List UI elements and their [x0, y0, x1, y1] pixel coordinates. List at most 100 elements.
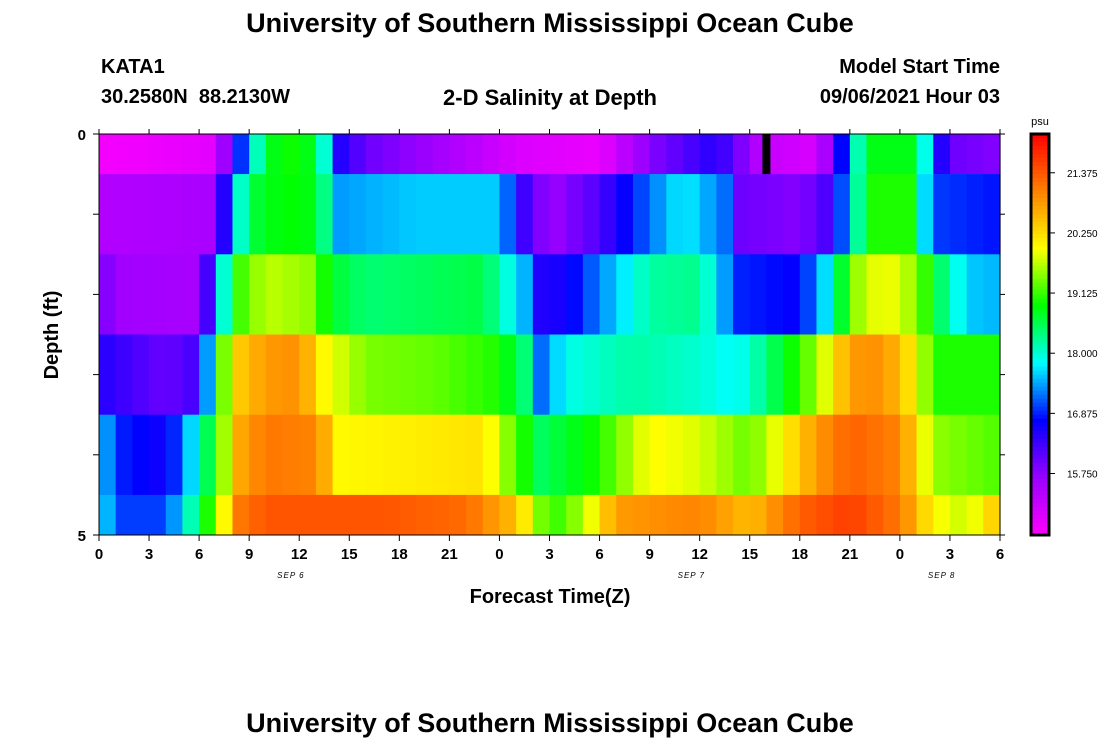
heatmap-cell — [232, 254, 250, 335]
heatmap-cell — [382, 174, 400, 255]
heatmap-cell — [332, 174, 350, 255]
heatmap-cell — [532, 494, 551, 536]
heatmap-cell — [632, 134, 651, 175]
colorbar-segment — [1031, 378, 1049, 384]
heatmap-cell — [866, 134, 884, 175]
heatmap-cells — [99, 134, 1001, 536]
heatmap-cell — [616, 254, 634, 335]
x-tick-label: 18 — [391, 546, 408, 563]
heatmap-cell — [616, 134, 634, 175]
heatmap-cell — [949, 254, 968, 335]
heatmap-cell — [132, 494, 150, 536]
colorbar-segment — [1031, 430, 1049, 436]
heatmap-cell — [549, 494, 567, 536]
colorbar-segment — [1031, 350, 1049, 356]
current-time-marker — [762, 134, 771, 175]
heatmap-cell — [349, 334, 367, 415]
heatmap-cell — [649, 134, 667, 175]
heatmap-cell — [699, 174, 717, 255]
heatmap-cell — [699, 494, 717, 536]
heatmap-cell — [849, 334, 868, 415]
heatmap-cell — [532, 174, 551, 255]
heatmap-cell — [849, 134, 868, 175]
heatmap-cell — [783, 174, 801, 255]
colorbar-segment — [1031, 150, 1049, 155]
heatmap-cell — [449, 414, 467, 496]
colorbar-segment — [1031, 438, 1049, 444]
heatmap-cell — [682, 494, 701, 536]
heatmap-cell — [432, 174, 450, 255]
heatmap-cell — [215, 174, 234, 255]
heatmap-cell — [265, 254, 284, 335]
heatmap-cell — [349, 134, 367, 175]
colorbar-segment — [1031, 454, 1049, 460]
heatmap-cell — [432, 334, 450, 415]
heatmap-cell — [199, 494, 217, 536]
y-tick-label: 5 — [78, 528, 86, 545]
colorbar-segment — [1031, 258, 1049, 263]
colorbar-segment — [1031, 242, 1049, 247]
heatmap-cell — [466, 334, 484, 415]
colorbar-segment — [1031, 450, 1049, 456]
colorbar-tick-label: 18.000 — [1067, 349, 1098, 360]
heatmap-cell — [833, 174, 851, 255]
heatmap-cell — [816, 334, 834, 415]
heatmap-cell — [599, 414, 617, 496]
colorbar-segment — [1031, 206, 1049, 211]
colorbar-segment — [1031, 138, 1049, 143]
day-label: SEP 6 — [277, 571, 304, 580]
heatmap-cell — [516, 134, 534, 175]
x-tick-label: 21 — [441, 546, 458, 563]
heatmap-cell — [766, 134, 784, 175]
colorbar-segment — [1031, 510, 1049, 516]
colorbar-segment — [1031, 470, 1049, 476]
colorbar-segment — [1031, 186, 1049, 191]
heatmap-cell — [382, 254, 400, 335]
heatmap-cell — [682, 254, 701, 335]
colorbar-segment — [1031, 330, 1049, 335]
colorbar-segment — [1031, 154, 1049, 159]
colorbar-tick-label: 15.750 — [1067, 470, 1098, 481]
heatmap-cell — [816, 254, 834, 335]
heatmap-cell — [315, 494, 334, 536]
colorbar-segment — [1031, 522, 1049, 528]
heatmap-cell — [165, 134, 184, 175]
heatmap-cell — [232, 134, 250, 175]
heatmap-cell — [399, 174, 417, 255]
colorbar-segment — [1031, 294, 1049, 299]
heatmap-cell — [566, 174, 584, 255]
heatmap-cell — [866, 174, 884, 255]
heatmap-cell — [349, 254, 367, 335]
heatmap-cell — [132, 174, 150, 255]
heatmap-cell — [132, 134, 150, 175]
colorbar-segment — [1031, 458, 1049, 464]
heatmap-cell — [616, 494, 634, 536]
heatmap-cell — [582, 254, 601, 335]
heatmap-cell — [549, 334, 567, 415]
heatmap-cell — [449, 334, 467, 415]
heatmap-cell — [933, 494, 951, 536]
colorbar-segment — [1031, 134, 1049, 139]
heatmap-cell — [966, 494, 984, 536]
colorbar-segment — [1031, 226, 1049, 231]
heatmap-cell — [949, 174, 968, 255]
colorbar-segment — [1031, 274, 1049, 279]
colorbar-tick-label: 21.375 — [1067, 169, 1098, 180]
heatmap-cell — [716, 494, 734, 536]
heatmap-cell — [549, 134, 567, 175]
heatmap-cell — [232, 414, 250, 496]
heatmap-cell — [632, 174, 651, 255]
heatmap-cell — [666, 334, 684, 415]
heatmap-cell — [516, 494, 534, 536]
heatmap-cell — [115, 134, 133, 175]
colorbar-segment — [1031, 310, 1049, 315]
heatmap-cell — [332, 414, 350, 496]
heatmap-cell — [833, 414, 851, 496]
heatmap-cell — [115, 174, 133, 255]
heatmap-cell — [549, 414, 567, 496]
heatmap-cell — [749, 494, 768, 536]
station-id: KATA1 — [101, 56, 165, 78]
colorbar-segment — [1031, 382, 1049, 388]
heatmap-cell — [365, 254, 384, 335]
